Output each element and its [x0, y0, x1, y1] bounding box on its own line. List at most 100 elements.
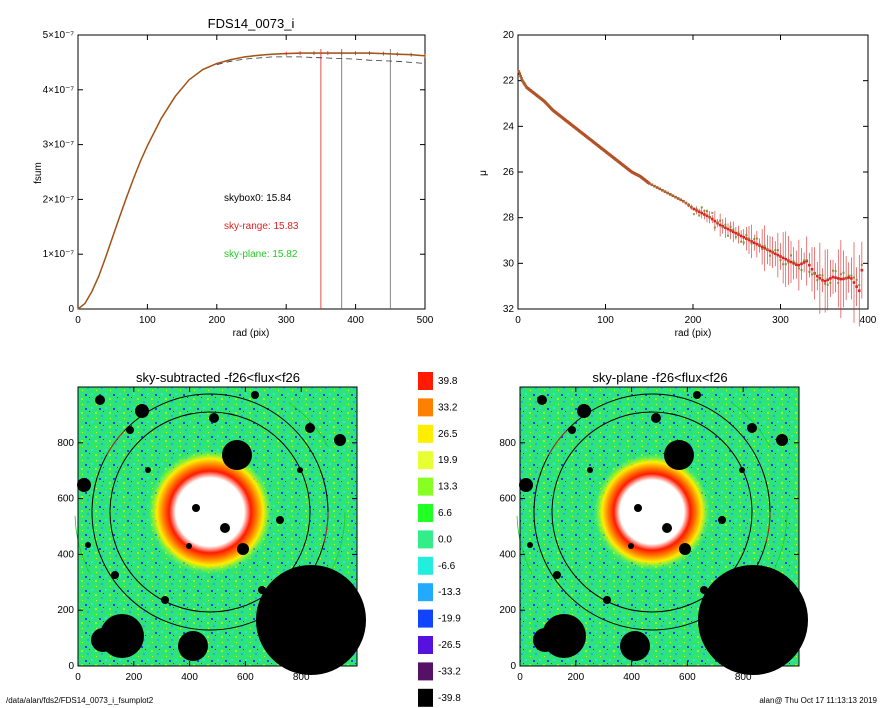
y-tick-label: 32 — [503, 304, 515, 315]
fsum-ylabel: fsum — [33, 162, 44, 184]
mu-point-model — [740, 240, 743, 243]
mu-point-model — [811, 273, 813, 276]
mu-point-data — [779, 255, 782, 258]
mu-point-data — [776, 253, 780, 257]
colorbar-label: -6.6 — [438, 561, 456, 572]
mu-point-model — [708, 216, 711, 219]
mu-point-model — [755, 237, 758, 240]
mu-point-model — [698, 214, 701, 217]
colorbar-swatch — [418, 583, 433, 602]
x-tick-label: 100 — [139, 315, 156, 326]
mu-point-model — [653, 185, 656, 188]
mu-point-data — [855, 285, 858, 288]
mu-y-axis: 20 22 24 26 28 30 32 — [503, 30, 868, 315]
colorbar-label: 33.2 — [438, 402, 458, 413]
mu-point-model — [858, 284, 861, 287]
mu-point-data — [731, 230, 735, 234]
y-tick-label: 2×10⁻⁷ — [43, 194, 75, 205]
mu-point-data — [724, 226, 727, 230]
image-sky-subtracted-panel: sky-subtracted -f26<flux<f26 — [57, 370, 366, 683]
mu-x-axis: 0 100 200 300 400 — [515, 35, 877, 326]
colorbar-swatch — [418, 662, 433, 681]
mu-point-data — [739, 234, 743, 238]
mu-point-model — [845, 277, 848, 280]
mu-point-data — [705, 214, 709, 218]
mu-point-data — [763, 246, 767, 250]
mu-frame — [517, 34, 869, 310]
mu-point-data — [789, 260, 793, 264]
mu-point-model — [690, 206, 693, 209]
mu-point-model — [650, 183, 653, 186]
y-tick-label: 600 — [57, 494, 74, 505]
image-sky-subtracted-y-axis: 0 200 400 600 800 — [57, 438, 357, 672]
y-tick-label: 1×10⁻⁷ — [43, 249, 75, 260]
mu-point-model — [687, 204, 690, 207]
mu-point-model — [784, 263, 787, 266]
x-tick-label: 100 — [597, 315, 614, 326]
fsum-panel: FDS14_0073_i 0 100 200 300 400 500 0 1×10⁻⁷ 2×1… — [33, 16, 434, 339]
mu-point-model — [669, 193, 672, 196]
mu-point-model — [850, 274, 853, 277]
x-tick-label: 0 — [517, 672, 523, 683]
mu-point-data — [800, 262, 803, 266]
mu-point-model — [748, 237, 750, 240]
mu-point-model — [766, 248, 769, 251]
mu-point-model — [520, 77, 523, 80]
mu-point-data — [710, 217, 714, 221]
mu-point-model — [724, 223, 727, 226]
mu-point-data — [742, 236, 746, 239]
mu-point-model — [700, 206, 703, 209]
y-tick-label: 20 — [503, 30, 515, 41]
mu-point-model — [671, 194, 674, 197]
mu-point-model — [821, 274, 824, 277]
mu-point-model — [837, 281, 840, 284]
x-tick-label: 0 — [515, 315, 521, 326]
colorbar-label: 13.3 — [438, 482, 458, 493]
y-tick-label: 800 — [499, 438, 516, 449]
mu-point-model — [524, 85, 527, 88]
y-tick-label: 30 — [503, 258, 515, 269]
mu-point-model — [648, 182, 651, 185]
fsum-dashed-line — [216, 56, 426, 65]
x-tick-label: 0 — [75, 315, 81, 326]
y-tick-label: 0 — [510, 661, 516, 672]
mu-point-model — [750, 242, 753, 245]
colorbar-swatch — [418, 372, 433, 390]
mu-point-model — [711, 211, 714, 214]
fsum-y-axis: 0 1×10⁻⁷ 2×10⁻⁷ 3×10⁻⁷ 4×10⁻⁷ 5×10⁻⁷ — [43, 30, 425, 315]
fsum-vlines — [320, 49, 391, 309]
x-tick-label: 0 — [75, 672, 81, 683]
mu-point-data — [836, 277, 840, 280]
mu-point-model — [847, 274, 850, 277]
mu-point-model — [719, 219, 722, 222]
colorbar-label: 26.5 — [438, 429, 458, 440]
mu-point-model — [829, 281, 832, 284]
colorbar-swatch — [418, 609, 433, 628]
y-tick-label: 26 — [503, 167, 515, 178]
image-sky-plane-title: sky-plane -f26<flux<f26 — [592, 370, 727, 385]
image-sky-plane-frame — [519, 386, 800, 667]
mu-point-model — [521, 79, 524, 82]
mu-point-data — [768, 249, 772, 253]
mu-point-data — [734, 231, 738, 235]
colorbar-swatch — [418, 530, 433, 549]
mu-point-data — [726, 227, 730, 231]
image-sky-plane-x-axis: 0 200 400 600 800 — [517, 387, 752, 683]
fsum-model-line — [77, 52, 426, 310]
mu-xlabel: rad (pix) — [675, 328, 712, 339]
image-sky-plane-panel: sky-plane -f26<flux<f26 — [499, 370, 808, 683]
aperture-red-arc — [91, 393, 329, 631]
y-tick-label: 600 — [499, 494, 516, 505]
mu-point-data — [692, 207, 696, 211]
x-tick-label: 400 — [623, 672, 640, 683]
colorbar-swatch — [418, 636, 433, 654]
x-tick-label: 300 — [278, 315, 295, 326]
mu-point-data — [792, 262, 795, 265]
mu-point-model — [664, 190, 666, 193]
x-tick-label: 500 — [417, 315, 434, 326]
x-tick-label: 400 — [181, 672, 198, 683]
mu-point-model — [656, 186, 659, 189]
mu-point-model — [805, 259, 808, 262]
mu-point-model — [685, 202, 687, 205]
